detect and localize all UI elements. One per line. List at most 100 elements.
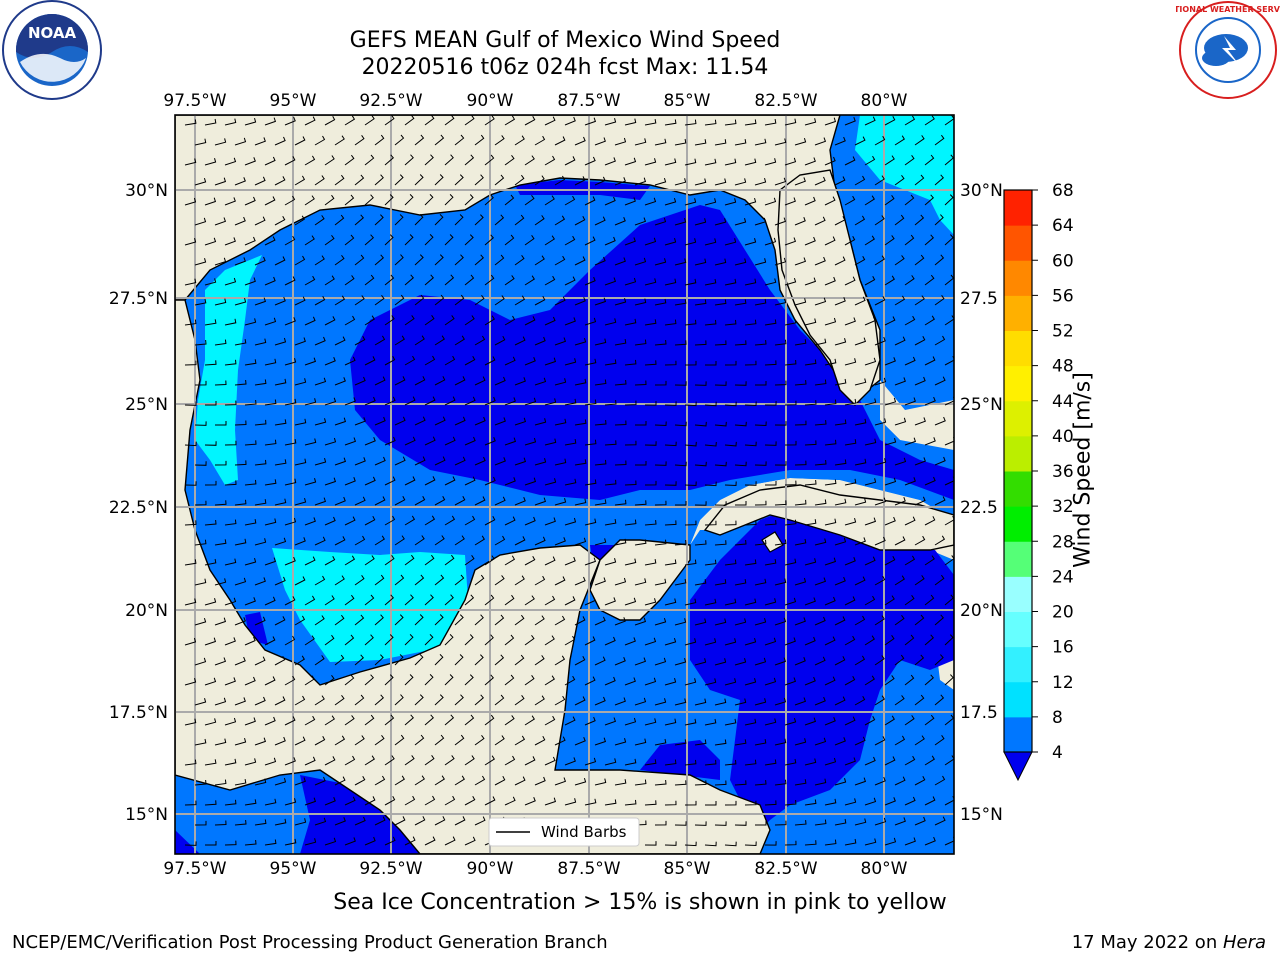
- wind-barb: [704, 718, 717, 726]
- wind-barb: [344, 275, 355, 286]
- wind-barb: [764, 319, 777, 326]
- wind-barb: [914, 614, 925, 626]
- wind-barb: [824, 676, 836, 686]
- wind-barb: [514, 174, 525, 186]
- wind-barb: [194, 380, 207, 386]
- wind-barb: [944, 755, 954, 766]
- wind-barb: [354, 417, 366, 426]
- wind-barb: [344, 594, 355, 606]
- wind-barb: [414, 816, 426, 826]
- wind-barb: [874, 655, 885, 666]
- wind-barb: [204, 637, 217, 646]
- wind-barb: [354, 614, 365, 626]
- wind-barb: [564, 276, 576, 286]
- wind-barb: [494, 654, 505, 666]
- wind-barb: [834, 818, 847, 826]
- wind-barb: [524, 635, 535, 646]
- wind-barb: [344, 477, 356, 486]
- wind-barb: [284, 556, 296, 566]
- wind-barb: [784, 359, 797, 366]
- wind-barb: [554, 498, 567, 506]
- wind-barb: [884, 397, 897, 406]
- wind-barb: [264, 557, 277, 566]
- wind-barb: [674, 217, 687, 226]
- wind-barb: [614, 339, 627, 346]
- wind-barb: [424, 836, 436, 846]
- wind-barb: [684, 759, 697, 766]
- colorbar-segment: [1004, 576, 1032, 612]
- wind-barb: [514, 695, 525, 706]
- wind-barb: [514, 575, 525, 586]
- wind-barb: [564, 798, 577, 806]
- wind-barb: [424, 795, 436, 806]
- wind-barb: [364, 515, 376, 526]
- wind-barb: [264, 518, 277, 526]
- wind-barb: [244, 117, 257, 126]
- wind-barb: [894, 255, 905, 266]
- wind-barb: [524, 195, 535, 206]
- wind-barb: [264, 798, 277, 806]
- wind-barb: [284, 317, 296, 326]
- wind-barb: [454, 294, 465, 306]
- wind-barb: [634, 339, 647, 346]
- wind-barb: [914, 254, 925, 266]
- wind-barb: [884, 477, 897, 486]
- wind-barb: [944, 315, 954, 326]
- wind-barb: [454, 416, 466, 426]
- wind-barb: [874, 377, 887, 386]
- wind-barb: [274, 419, 287, 426]
- wind-barb: [814, 379, 827, 386]
- wind-barb: [584, 399, 597, 406]
- wind-barb: [924, 674, 935, 686]
- wind-barb: [834, 737, 846, 746]
- wind-barb: [464, 674, 474, 686]
- wind-barb: [304, 635, 315, 646]
- wind-barb: [704, 319, 717, 326]
- wind-barb: [214, 380, 227, 386]
- wind-barb: [844, 439, 857, 446]
- wind-barb: [194, 138, 207, 146]
- wind-barb: [914, 535, 926, 546]
- wind-barb: [634, 380, 647, 386]
- wind-barb: [814, 656, 826, 666]
- wind-barb: [514, 377, 526, 386]
- wind-barb: [284, 517, 297, 526]
- wind-barb: [524, 797, 536, 806]
- wind-barb: [454, 535, 465, 546]
- wind-barb: [884, 357, 896, 366]
- wind-barb: [364, 234, 375, 246]
- wind-barb: [604, 636, 616, 646]
- wind-barb: [234, 216, 246, 226]
- wind-barb: [654, 738, 667, 746]
- wind-barb: [354, 694, 365, 706]
- wind-barb: [634, 779, 647, 786]
- wind-barb: [884, 797, 896, 806]
- wind-barb: [334, 496, 346, 506]
- wind-barb: [794, 380, 807, 386]
- wind-barb: [774, 138, 787, 146]
- wind-barb: [384, 795, 396, 806]
- wind-barb: [664, 237, 677, 246]
- wind-barb: [734, 698, 747, 706]
- wind-barb: [874, 575, 886, 586]
- wind-barb: [594, 137, 606, 146]
- wind-barb: [804, 479, 817, 486]
- wind-barb: [955, 735, 964, 745]
- wind-barb: [284, 635, 296, 646]
- wind-barb: [264, 757, 277, 766]
- wind-barb: [674, 340, 687, 346]
- colorbar-tick-label: 44: [1052, 392, 1074, 412]
- wind-barb: [324, 675, 335, 686]
- wind-barb: [224, 197, 236, 206]
- wind-barb: [894, 214, 905, 226]
- wind-barb: [874, 776, 886, 786]
- wind-barb: [534, 418, 547, 426]
- wind-barb: [584, 439, 597, 446]
- wind-barb: [914, 417, 926, 426]
- footer-host: Hera: [1222, 932, 1266, 953]
- wind-barb: [614, 298, 627, 306]
- wind-barb: [794, 697, 807, 706]
- wind-barb: [504, 437, 517, 446]
- wind-barb: [604, 676, 616, 686]
